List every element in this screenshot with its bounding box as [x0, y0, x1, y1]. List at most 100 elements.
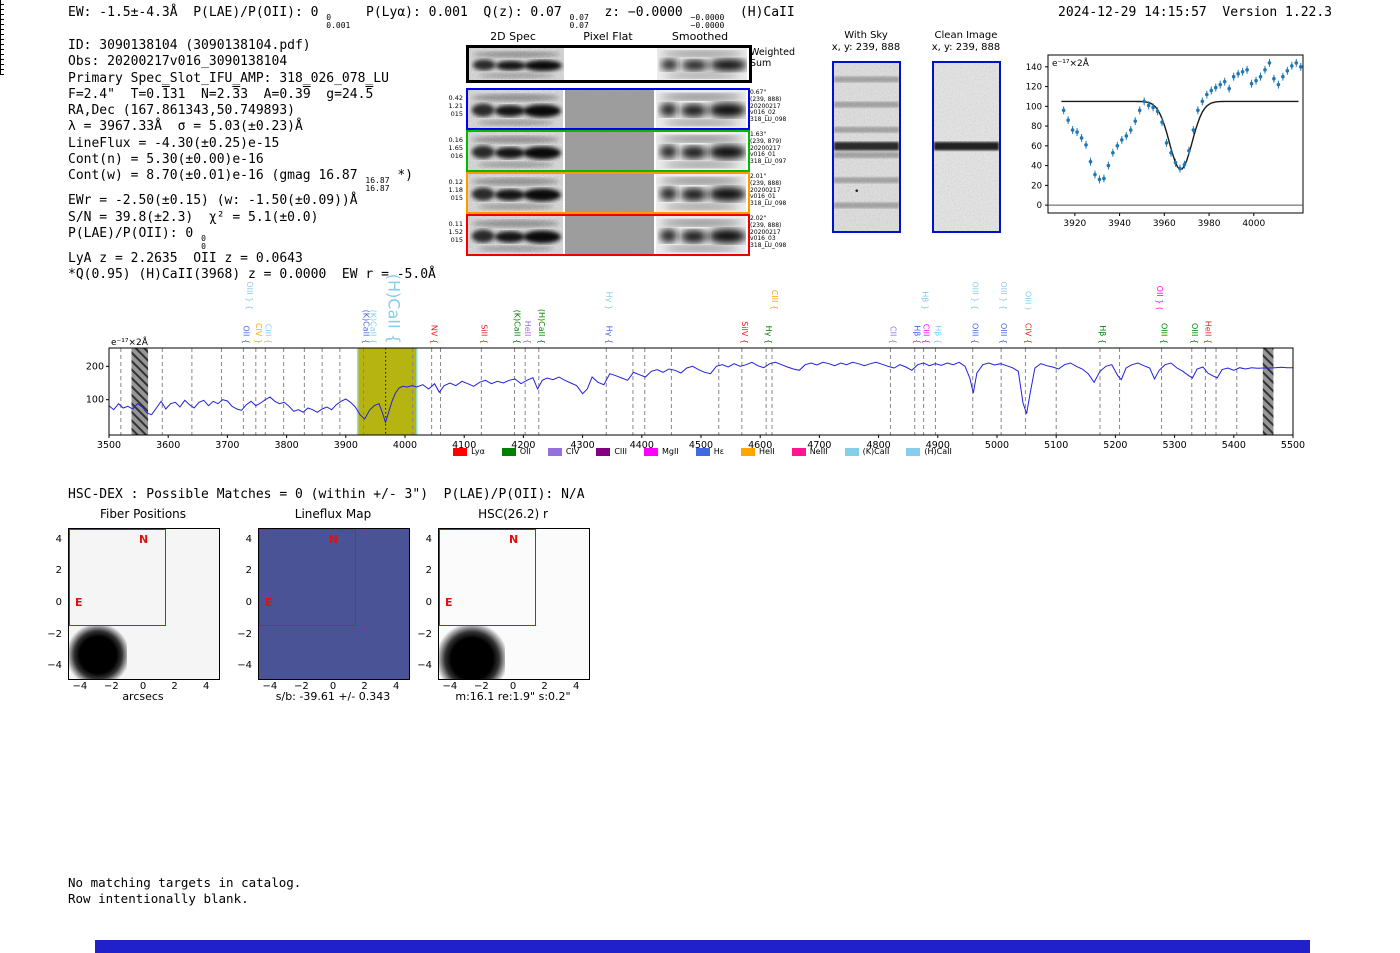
x-tick-label: 2 — [171, 681, 178, 692]
x-tick-label: −4 — [72, 681, 88, 692]
y-tick-mark — [0, 9, 4, 10]
text-segment: Cont(n) = 5.30(±0.00)e-16 — [68, 152, 264, 168]
legend-item: Hε — [695, 447, 725, 456]
svg-text:5400: 5400 — [1222, 440, 1246, 451]
line-label: Hγ } — [604, 292, 613, 310]
y-tick-mark — [0, 24, 4, 25]
legend-label: NeIII — [809, 447, 828, 456]
text-segment: F=2.4" T=0. — [68, 86, 162, 102]
note-line: Row intentionally blank. — [68, 890, 249, 906]
x-tick-label: 0 — [139, 681, 147, 692]
x-tick-label: 2 — [541, 681, 548, 692]
info-line: ID: 3090138104 (3090138104.pdf) — [68, 38, 436, 54]
line-label: CIII { — [922, 324, 931, 344]
x-tick-label: −2 — [474, 681, 489, 692]
line-label: OIII { — [1160, 323, 1169, 344]
spec2d-col-title: Pixel Flat — [583, 30, 633, 43]
info-line: LyA z = 2.2635 OII z = 0.0643 — [68, 251, 436, 267]
y-tick-label: −4 — [47, 660, 62, 672]
line-fit-plot: 0 20 40 60 80 100 120 140 3920 3940 3960 3980 4000 e⁻… — [1026, 54, 1304, 229]
line-label: OIII } { — [971, 281, 980, 310]
line-label: Hβ { — [913, 325, 922, 344]
y-tick-mark — [0, 19, 4, 20]
x-tick-label: −2 — [104, 681, 119, 692]
x-tick-mark — [0, 60, 1, 64]
svg-text:0: 0 — [1037, 201, 1042, 211]
text-segment: ID: 3090138104 (3090138104.pdf) — [68, 38, 311, 53]
x-tick-label: −4 — [262, 681, 278, 692]
spec2d-row-right-labels: 0.67" (239, 888) 20200217 v016_02 318_LU_098 — [750, 89, 787, 124]
line-label: OIII { — [971, 323, 980, 344]
spec2d-cell — [566, 48, 655, 80]
svg-text:e⁻¹⁷×2Å: e⁻¹⁷×2Å — [111, 336, 149, 348]
east-label: E — [265, 596, 273, 609]
spec2d-row-left-labels: 0.12 1.18 015 — [448, 178, 463, 202]
line-label: SiIV { — [740, 321, 749, 344]
line-label: OIII } { — [245, 281, 254, 310]
x-tick-label: −4 — [442, 681, 458, 692]
spec2d-row-right-labels: 2.02" (239, 888) 20200217 v016_03 318_LU_098 — [750, 215, 787, 250]
spec2d-col-title: 2D Spec — [490, 30, 536, 43]
extent-box — [259, 529, 356, 626]
x-tick-mark — [0, 50, 1, 54]
source-blob — [439, 625, 505, 679]
spec2d-row — [466, 45, 752, 83]
sup-sub-stack: −0.0000 −0.0000 — [690, 13, 725, 30]
sup-sub-stack: 0 0.001 — [326, 13, 351, 30]
x-tick-label: 4 — [202, 681, 210, 692]
line-label: Hγ { — [764, 326, 773, 344]
legend-item: CIV — [547, 447, 579, 456]
y-tick-mark — [0, 29, 4, 30]
overline-segment: 1 — [161, 86, 170, 102]
x-tick-mark — [0, 55, 1, 59]
x-tick-label: 0 — [329, 681, 337, 692]
x-tick-mark — [0, 5, 1, 9]
y-tick-label: −2 — [47, 628, 62, 640]
header-summary: EW: -1.5±-4.3Å P(LAE)/P(OII): 0 0 0.001 P… — [68, 5, 795, 30]
svg-text:3700: 3700 — [215, 440, 239, 451]
line-label: (K)CaII { — [513, 310, 522, 344]
svg-text:200: 200 — [86, 361, 104, 372]
info-line: Cont(n) = 5.30(±0.00)e-16 — [68, 152, 436, 168]
spec2d-image-sky — [834, 63, 899, 231]
line-label: CIV { — [1023, 323, 1032, 344]
line-label: (H)CaII { — [384, 274, 403, 344]
overline-segment: 5 — [365, 86, 374, 102]
info-line: *Q(0.95) (H)CaII(3968) z = 0.0000 EW r =… — [68, 267, 436, 283]
legend-item: (H)CaII — [906, 447, 952, 456]
x-tick-label: 4 — [572, 681, 580, 692]
svg-text:5000: 5000 — [985, 440, 1009, 451]
header-version: Version 1.22.3 — [1222, 5, 1332, 20]
extent-box — [439, 529, 536, 626]
text-segment: 3 A=0.3 — [240, 86, 303, 102]
legend-label: Hε — [713, 447, 725, 456]
x-tick-label: 4 — [392, 681, 400, 692]
legend-label: (H)CaII — [924, 447, 952, 456]
east-label: E — [75, 596, 83, 609]
spectrum-legend: Lyα OII CIV CIII MgII Hε HeII NeIII (K)CaII (H)Ca… — [95, 447, 1310, 456]
header-spacer — [1207, 5, 1223, 20]
text-segment: RA,Dec (167.861343,50.749893) — [68, 103, 295, 119]
svg-text:5200: 5200 — [1103, 440, 1127, 451]
y-tick-label: 4 — [425, 533, 432, 545]
spec2d-image-white — [566, 48, 655, 80]
legend-label: HeII — [759, 447, 775, 456]
y-tick-mark — [0, 4, 4, 5]
y-tick-label: 0 — [245, 597, 252, 608]
svg-text:3960: 3960 — [1153, 219, 1176, 229]
legend-swatch — [906, 447, 921, 456]
line-label: OIII } { — [999, 281, 1008, 310]
line-label: Hγ { — [604, 326, 613, 344]
panel-xlabel: s/b: -39.61 +/- 0.343 — [275, 690, 391, 703]
svg-text:120: 120 — [1026, 83, 1042, 93]
line-label: OIII ) — [1023, 291, 1032, 310]
extent-box — [69, 529, 166, 626]
line-label: Hβ } — [920, 291, 929, 310]
y-tick-mark — [0, 54, 4, 55]
spec2d-cutout-grid: 2D Spec Pixel Flat Smoothed Weighted Sum 0.42… — [440, 28, 795, 263]
overline-segment: 9 — [302, 86, 311, 102]
legend-label: OII — [519, 447, 531, 456]
legend-item: CIII — [596, 447, 627, 456]
line-label: (K)CaII { — [362, 310, 371, 344]
